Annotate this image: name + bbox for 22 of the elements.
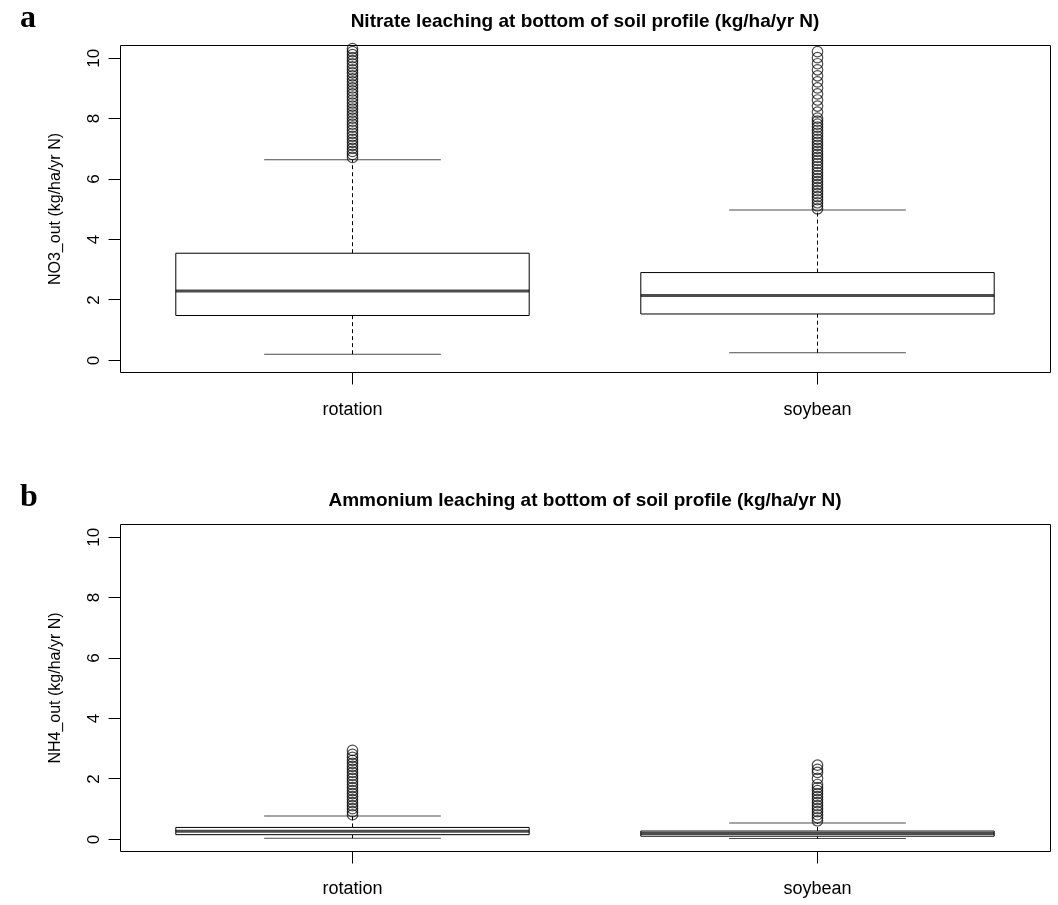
y-tick-label: 0 — [83, 834, 103, 845]
y-tick-label: 0 — [83, 355, 103, 366]
text: a — [20, 0, 36, 34]
y-axis-title: NO3_out (kg/ha/yr N) — [45, 132, 64, 286]
x-tick-label: soybean — [783, 398, 852, 419]
x-tick-label: rotation — [322, 877, 383, 898]
y-tick-label: 4 — [83, 234, 103, 245]
y-tick-label: 8 — [83, 592, 103, 603]
chart-title: Nitrate leaching at bottom of soil profile (kg/ha/yr N) — [350, 10, 820, 31]
y-tick-label: 2 — [83, 774, 103, 784]
chart-title: Ammonium leaching at bottom of soil profile (kg/ha/yr N) — [328, 489, 842, 510]
y-axis-title: NH4_out (kg/ha/yr N) — [45, 612, 64, 764]
y-tick-label: 6 — [83, 653, 103, 663]
y-tick-label: 8 — [83, 113, 103, 124]
y-tick-label: 6 — [83, 174, 103, 184]
x-tick-label: rotation — [322, 398, 383, 419]
y-tick-label: 4 — [83, 713, 103, 724]
text: b — [20, 477, 38, 513]
y-tick-label: 10 — [83, 48, 103, 68]
x-tick-label: soybean — [783, 877, 852, 898]
y-tick-label: 10 — [83, 527, 103, 547]
y-tick-label: 2 — [83, 295, 103, 305]
